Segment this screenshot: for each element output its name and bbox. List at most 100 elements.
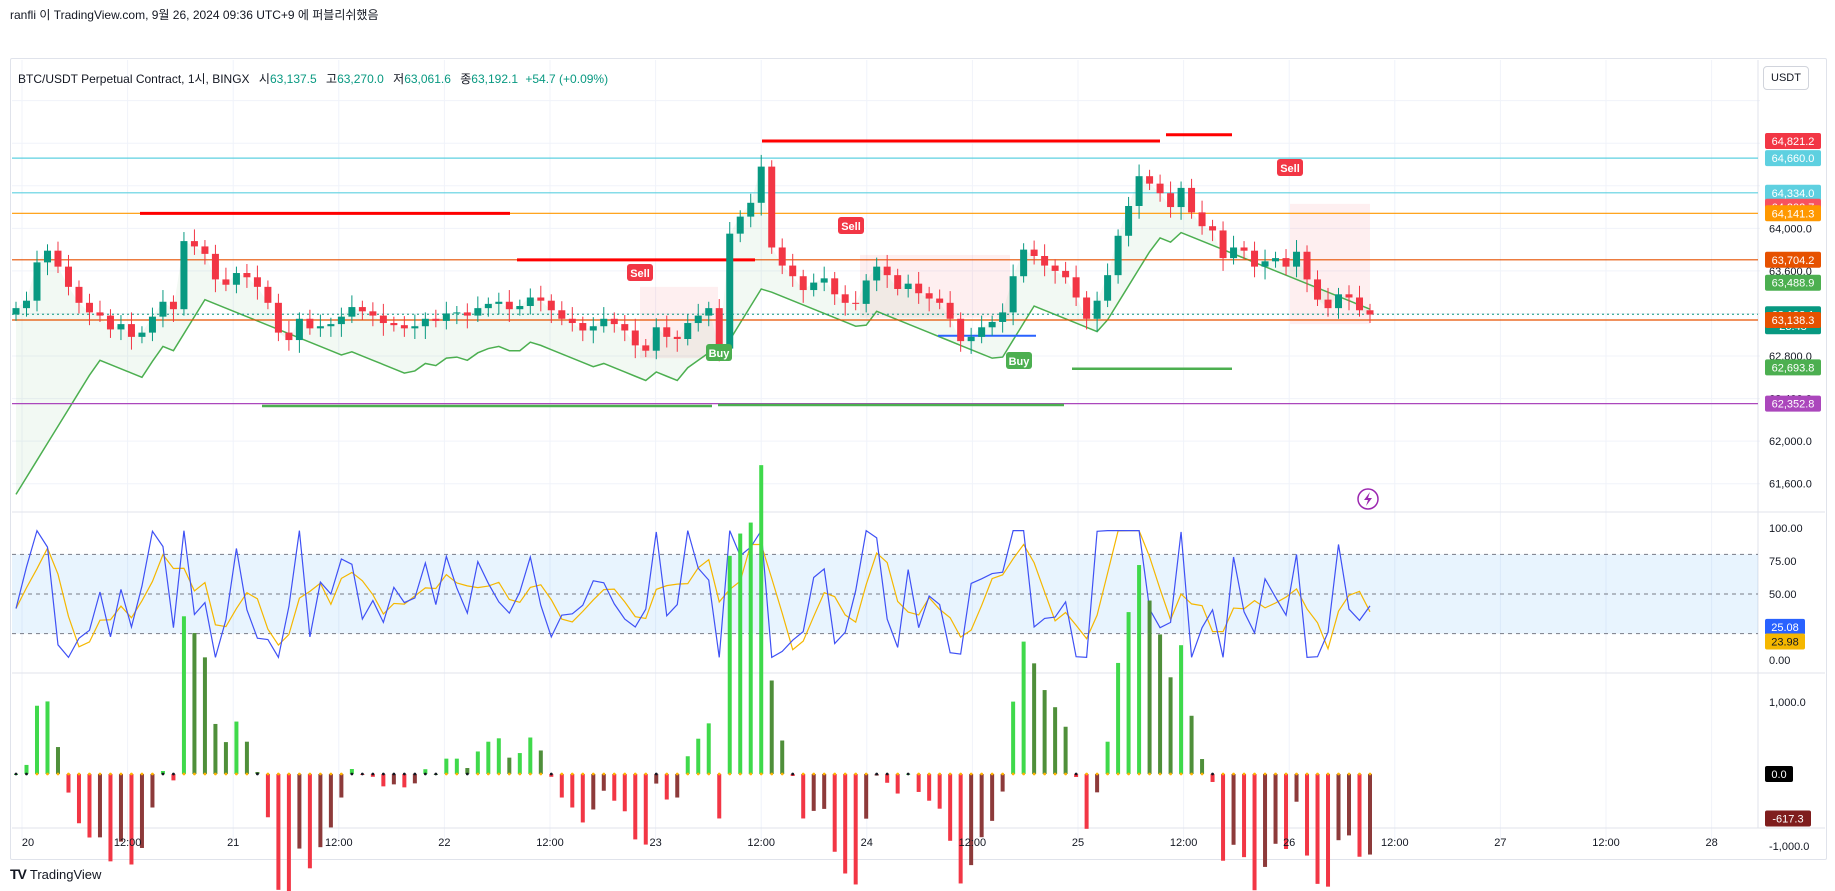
histogram-zero-dot — [633, 772, 637, 776]
histogram-bar — [822, 774, 827, 809]
histogram-bar — [1084, 774, 1089, 829]
candle-body — [379, 315, 387, 324]
histogram-zero-dot — [1347, 772, 1351, 776]
histogram-zero-dot — [329, 772, 333, 776]
candle-body — [1314, 279, 1322, 300]
time-tick-label: 20 — [22, 837, 34, 849]
histogram-zero-dot — [665, 772, 669, 776]
candle-body — [862, 280, 870, 304]
candle-body — [747, 202, 755, 217]
candle-body — [243, 273, 251, 278]
candle-body — [579, 323, 587, 331]
histogram-bar — [318, 774, 323, 848]
candle-body — [883, 266, 891, 276]
signal-label: Sell — [1280, 163, 1300, 175]
time-tick-label: 12:00 — [959, 837, 987, 849]
histogram-zero-dot — [203, 772, 207, 776]
histogram-zero-dot — [297, 772, 301, 776]
histogram-zero-dot — [413, 772, 417, 776]
signal-label: Sell — [630, 268, 650, 280]
histogram-zero-dot — [1253, 772, 1256, 776]
histogram — [14, 465, 1372, 891]
time-tick-label: 24 — [861, 837, 873, 849]
candle-body — [1020, 249, 1028, 277]
histogram-bar — [1032, 663, 1037, 774]
candle-body — [12, 308, 20, 315]
histogram-zero-dot — [1263, 772, 1267, 776]
time-tick-label: 25 — [1072, 837, 1084, 849]
rsi-value-box — [1765, 618, 1805, 635]
histogram-bar — [1252, 774, 1257, 891]
price-label: 62,352.8 — [1765, 395, 1821, 412]
histogram-bar — [559, 774, 564, 798]
candle-body — [96, 312, 104, 316]
price-grid — [12, 60, 1760, 840]
histogram-bar — [475, 751, 480, 774]
trailing-support-line — [15, 231, 1371, 495]
histogram-zero-dot — [455, 772, 459, 776]
symbol-name: BTC/USDT Perpetual Contract, 1시, BINGX — [18, 72, 250, 86]
histogram-zero-dot — [88, 772, 91, 776]
candle-body — [127, 324, 135, 337]
histogram-zero-dot — [1106, 772, 1109, 776]
brand-text: TradingView — [29, 866, 102, 882]
histogram-zero-dot — [193, 772, 196, 776]
histogram-zero-dot — [423, 772, 427, 776]
histogram-bar — [444, 758, 449, 774]
price-label-text: 63,488.9 — [1772, 278, 1815, 290]
histogram-zero-dot — [1127, 772, 1130, 776]
candle-body — [369, 311, 377, 316]
tradingview-logo-icon: TV — [10, 866, 27, 882]
time-tick-label: 12:00 — [747, 837, 775, 849]
histogram-bar — [1053, 707, 1058, 774]
candle-body — [736, 216, 744, 234]
time-tick-label: 21 — [227, 837, 239, 849]
histogram-zero-dot — [623, 772, 627, 776]
histogram-bar — [885, 774, 890, 783]
histogram-bar — [202, 657, 207, 774]
open-label: 시 — [258, 72, 270, 86]
candle-body — [211, 253, 219, 280]
tradingview-brand[interactable]: TV TradingView — [10, 866, 101, 882]
candle-body — [831, 278, 839, 295]
candle-body — [169, 301, 177, 310]
symbol-legend: BTC/USDT Perpetual Contract, 1시, BINGX 시… — [18, 70, 608, 87]
candle-body — [820, 278, 828, 283]
histogram-bar — [654, 774, 659, 784]
histogram-bar — [696, 738, 701, 774]
candle-body — [600, 318, 608, 327]
candle-body — [1356, 297, 1364, 311]
rsi-tick-label: 50.00 — [1769, 589, 1797, 601]
currency-button[interactable]: USDT — [1763, 66, 1809, 90]
candle-body — [222, 279, 230, 285]
histogram-zero-dot — [14, 772, 18, 776]
histogram-zero-dot — [256, 772, 259, 776]
histogram-bar — [454, 758, 459, 774]
price-label-box — [1765, 274, 1821, 291]
time-tick-label: 26 — [1283, 837, 1295, 849]
candle-body — [652, 327, 660, 351]
histogram-zero-dot — [245, 772, 249, 776]
candle-body — [1261, 261, 1269, 267]
histogram-zero-dot — [266, 772, 270, 776]
histogram-bar — [769, 680, 774, 774]
histogram-bar — [1200, 759, 1205, 774]
histogram-zero-dot — [1232, 772, 1235, 776]
histogram-bar — [517, 753, 522, 774]
time-tick-label: 22 — [438, 837, 450, 849]
signal-badge-box — [1277, 159, 1303, 176]
histogram-zero-dot — [969, 772, 973, 776]
histogram-zero-dot — [728, 772, 732, 776]
histogram-bar — [1011, 701, 1016, 774]
histogram-bar — [1095, 774, 1100, 793]
histogram-bar — [108, 774, 113, 862]
histogram-bar — [328, 774, 333, 828]
candle-body — [327, 324, 335, 327]
histogram-zero-dot — [885, 772, 889, 776]
candle-body — [1114, 235, 1122, 276]
histogram-bar — [234, 721, 239, 774]
price-label: 63,138.3 — [1765, 312, 1821, 329]
price-tick-label: 62,000.0 — [1769, 436, 1812, 448]
histogram-zero-dot — [214, 772, 217, 776]
